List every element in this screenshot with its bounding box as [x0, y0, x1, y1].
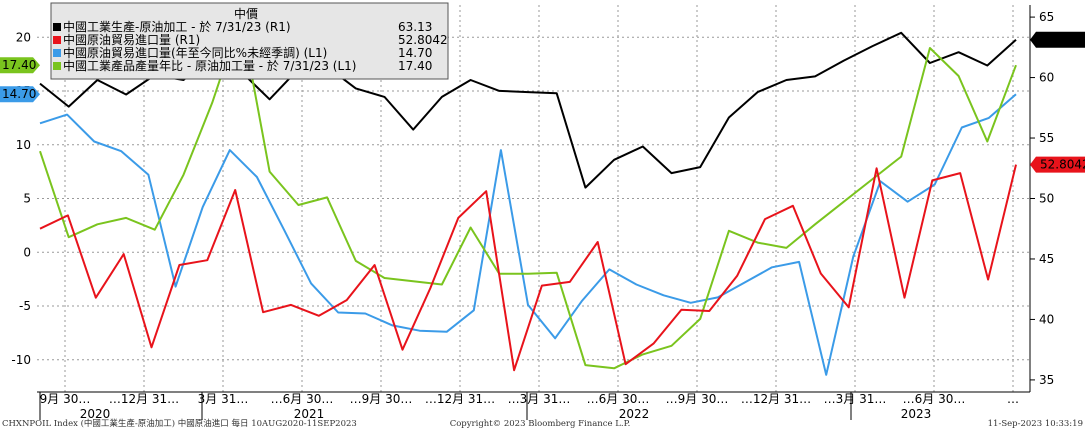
left-value-tag-label: 17.40 [2, 58, 36, 72]
x-tick-label: 9月 30… [40, 392, 91, 406]
legend-title: 中價 [234, 6, 258, 21]
legend-value: 63.13 [398, 20, 432, 34]
legend-value: 14.70 [398, 46, 432, 60]
year-label: 2021 [294, 407, 325, 421]
left-value-tag [0, 57, 40, 74]
right-value-tag [1030, 31, 1085, 48]
legend-swatch [53, 36, 61, 44]
right-tick-label: 35 [1039, 373, 1054, 387]
footer-copyright: Copyright© 2023 Bloomberg Finance L.P. [450, 419, 631, 429]
x-tick-label: … [1007, 392, 1019, 406]
footer-source: CHXNPOIL Index (中國工業生產-原油加工) 中國原油進口 每日 1… [2, 418, 357, 429]
year-label: 2023 [901, 407, 932, 421]
right-tick-label: 60 [1039, 71, 1054, 85]
x-tick-label: …6月 30… [271, 392, 334, 406]
right-value-tag-label: 52.8042 [1040, 158, 1085, 172]
series-line [39, 164, 1017, 372]
legend-items: 中國工業生產-原油加工 - 於 7/31/23 (R1) 63.13 中國原油貿易進… [53, 19, 448, 73]
left-tick-label: 0 [23, 245, 31, 259]
right-tick-label: 65 [1039, 10, 1054, 24]
left-value-tag-label: 14.70 [2, 87, 36, 101]
left-tick-label: 5 [23, 192, 31, 206]
grid [37, 5, 1030, 392]
left-tick-label: -5 [19, 299, 31, 313]
series-line [39, 93, 1017, 376]
year-label: 2022 [619, 407, 650, 421]
legend-value: 52.8042 [398, 33, 448, 47]
left-tick-label: 10 [16, 138, 31, 152]
right-value-tag-label: 63.13 [1040, 33, 1074, 47]
right-tick-label: 55 [1039, 131, 1054, 145]
x-tick-label: 3月 31… [198, 392, 249, 406]
x-tick-label: …12月 31… [741, 392, 811, 406]
x-tick-label: …9月 30… [666, 392, 729, 406]
x-tick-label: …12月 31… [109, 392, 179, 406]
x-tick-label: …6月 30… [903, 392, 966, 406]
footer-timestamp: 11-Sep-2023 10:33:19 [988, 419, 1083, 429]
x-tick-label: …3月 31… [508, 392, 571, 406]
legend-label: 中國原油貿易進口量(年至今同比%未經季調) (L1) [63, 45, 327, 60]
legend-swatch [53, 62, 61, 70]
x-tick-label: …3月 31… [824, 392, 887, 406]
x-tick-label: …9月 30… [350, 392, 413, 406]
left-axis: -10-505101520 [11, 30, 31, 367]
x-axis: 9月 30… …12月 31… 3月 31… …6月 30… …9月 30… …12月 3… [39, 392, 1019, 421]
legend-label: 中國工業生產-原油加工 - 於 7/31/23 (R1) [63, 19, 291, 34]
legend-box [50, 2, 449, 80]
series-line [39, 15, 1017, 370]
right-value-tag [1030, 156, 1085, 173]
legend-label: 中國工業產品產量年比 - 原油加工量 - 於 7/31/23 (L1) [63, 58, 357, 73]
legend: 中價 中國工業生產-原油加工 - 於 7/31/23 (R1) 63.13 中國原油… [50, 2, 449, 80]
x-tick-label: …12月 31… [425, 392, 495, 406]
right-tick-label: 50 [1039, 192, 1054, 206]
right-tick-label: 40 [1039, 312, 1054, 326]
left-value-tag [0, 86, 40, 103]
x-tick-label: …6月 30… [587, 392, 650, 406]
series-layer [39, 15, 1017, 376]
legend-swatch [53, 23, 61, 31]
legend-value: 17.40 [398, 59, 432, 73]
right-tick-label: 45 [1039, 252, 1054, 266]
legend-swatch [53, 49, 61, 57]
year-label: 2020 [80, 407, 111, 421]
left-tick-label: 20 [16, 30, 31, 44]
legend-label: 中國原油貿易進口量 (R1) [63, 32, 200, 47]
right-axis: 35 40 45 50 55 60 65 [1030, 10, 1054, 387]
left-tick-label: -10 [11, 353, 31, 367]
